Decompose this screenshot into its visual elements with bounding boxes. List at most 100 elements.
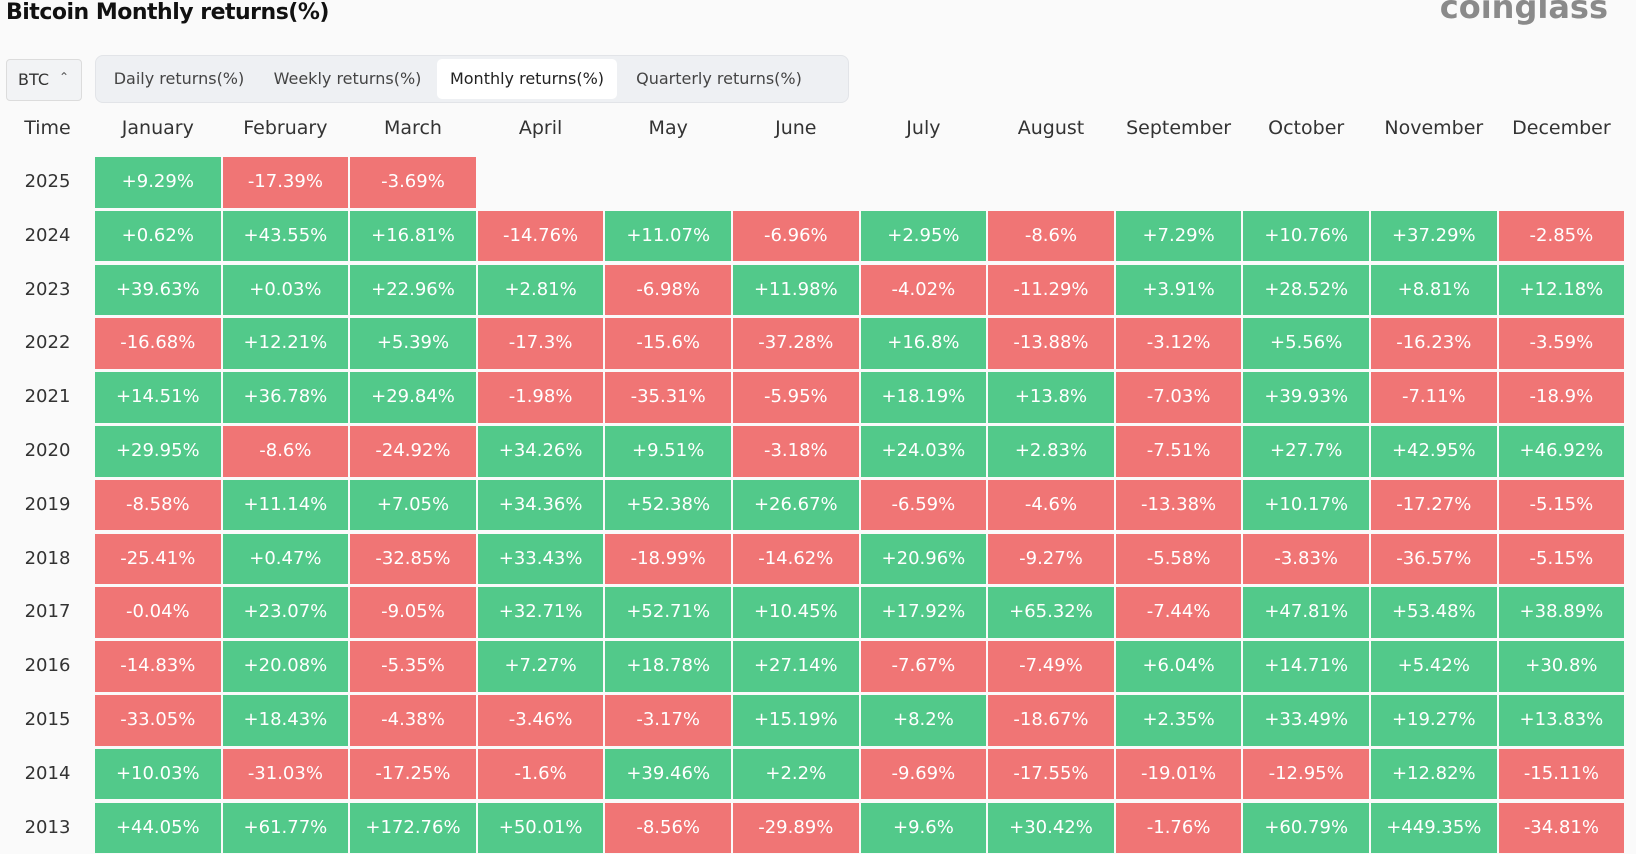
return-cell: +52.38%	[605, 479, 731, 531]
return-cell: +37.29%	[1371, 210, 1497, 262]
return-cell: +26.67%	[733, 479, 859, 531]
return-cell: -9.05%	[350, 587, 476, 638]
return-cell: +9.51%	[605, 426, 731, 477]
month-header: May	[648, 117, 688, 139]
return-cell: -15.6%	[605, 318, 731, 369]
return-cell: -1.98%	[477, 372, 604, 423]
return-cell: +30.8%	[1498, 641, 1625, 692]
return-cell: -9.27%	[988, 533, 1114, 585]
return-cell: +0.47%	[222, 533, 349, 585]
month-header: June	[775, 117, 817, 139]
return-cell: +7.29%	[1115, 210, 1242, 262]
return-cell: -6.59%	[860, 479, 987, 531]
logo: coinglass	[1439, 0, 1608, 26]
year-label: 2020	[24, 440, 71, 461]
year-label: 2019	[24, 493, 71, 515]
tab[interactable]: Monthly returns(%)	[437, 59, 617, 99]
return-cell: +10.17%	[1243, 479, 1369, 531]
return-cell: -36.57%	[1371, 533, 1497, 585]
return-cell: +24.03%	[860, 426, 987, 477]
return-cell: +18.78%	[605, 641, 731, 692]
return-cell: +47.81%	[1243, 587, 1369, 638]
return-cell: +27.7%	[1243, 426, 1369, 477]
return-cell: -7.03%	[1115, 372, 1242, 423]
return-cell: +10.03%	[95, 748, 221, 800]
return-cell: +12.21%	[222, 318, 349, 369]
month-header: October	[1268, 117, 1345, 139]
return-cell: -17.3%	[477, 318, 604, 369]
tab-bar: Daily returns(%) Weekly returns(%) Monthly…	[95, 55, 849, 103]
return-cell: -1.76%	[1115, 802, 1242, 854]
return-cell: +11.07%	[605, 210, 731, 262]
return-cell: +10.76%	[1243, 210, 1369, 262]
return-cell: +8.81%	[1371, 264, 1497, 316]
return-cell: -7.51%	[1115, 426, 1242, 477]
return-cell: +20.08%	[222, 641, 349, 692]
return-cell: +9.29%	[95, 157, 221, 208]
month-header: August	[1017, 117, 1085, 139]
return-cell: +32.71%	[477, 587, 604, 638]
return-cell: -1.6%	[477, 748, 604, 800]
return-cell: +20.96%	[860, 533, 987, 585]
return-cell: +2.83%	[988, 426, 1114, 477]
return-cell: +23.07%	[222, 587, 349, 638]
return-cell: -9.69%	[860, 748, 987, 800]
tab[interactable]: Weekly returns(%)	[273, 69, 422, 88]
return-cell: +0.62%	[95, 210, 221, 262]
return-cell: +2.35%	[1115, 695, 1242, 746]
return-cell: +2.2%	[733, 748, 859, 800]
return-cell: -17.55%	[988, 748, 1114, 800]
return-cell: -13.38%	[1115, 479, 1242, 531]
month-header: November	[1384, 117, 1484, 139]
return-cell: -5.15%	[1498, 479, 1625, 531]
return-cell: +15.19%	[733, 695, 859, 746]
return-cell: +10.45%	[733, 587, 859, 638]
return-cell: +172.76%	[350, 802, 476, 854]
return-cell: +27.14%	[733, 641, 859, 692]
page-title: Bitcoin Monthly returns(%)	[6, 0, 329, 25]
year-label: 2023	[24, 278, 71, 300]
return-cell: +33.49%	[1243, 695, 1369, 746]
return-cell: +46.92%	[1498, 426, 1625, 477]
return-cell: -29.89%	[733, 802, 859, 854]
return-cell: +9.6%	[860, 802, 987, 854]
return-cell: -18.67%	[988, 695, 1114, 746]
return-cell: -31.03%	[222, 748, 349, 800]
return-cell: -11.29%	[988, 264, 1114, 316]
return-cell: -3.18%	[733, 426, 859, 477]
return-cell: -3.12%	[1115, 318, 1242, 369]
return-cell: +2.81%	[477, 264, 604, 316]
year-label: 2021	[24, 386, 71, 408]
return-cell: +5.42%	[1371, 641, 1497, 692]
month-header: March	[384, 117, 442, 139]
return-cell: -18.99%	[605, 533, 731, 585]
return-cell: +8.2%	[860, 695, 987, 746]
year-label: 2016	[24, 655, 71, 677]
coin-selector[interactable]: BTC	[6, 57, 82, 101]
return-cell: -16.23%	[1371, 318, 1497, 369]
return-cell: +5.56%	[1243, 318, 1369, 369]
return-cell: -8.58%	[95, 479, 221, 531]
return-cell: +28.52%	[1243, 264, 1369, 316]
return-cell: +13.8%	[988, 372, 1114, 423]
return-cell: +30.42%	[988, 802, 1114, 854]
return-cell: +19.27%	[1371, 695, 1497, 746]
tab[interactable]: Quarterly returns(%)	[636, 69, 802, 88]
return-cell: -6.96%	[733, 210, 859, 262]
return-cell: +65.32%	[988, 587, 1114, 638]
return-cell: -13.88%	[988, 318, 1114, 369]
month-header: April	[518, 117, 563, 139]
return-cell: +18.19%	[860, 372, 987, 423]
return-cell: -8.6%	[222, 426, 349, 477]
return-cell: +5.39%	[350, 318, 476, 369]
return-cell: +14.71%	[1243, 641, 1369, 692]
return-cell: +29.84%	[350, 372, 476, 423]
return-cell: -16.68%	[95, 318, 221, 369]
return-cell: -7.67%	[860, 641, 987, 692]
return-cell: +12.18%	[1498, 264, 1625, 316]
return-cell: -18.9%	[1498, 372, 1625, 423]
return-cell: -3.59%	[1498, 318, 1625, 369]
tab[interactable]: Daily returns(%)	[113, 69, 245, 88]
year-label: 2022	[24, 332, 71, 354]
year-label: 2013	[24, 816, 71, 838]
